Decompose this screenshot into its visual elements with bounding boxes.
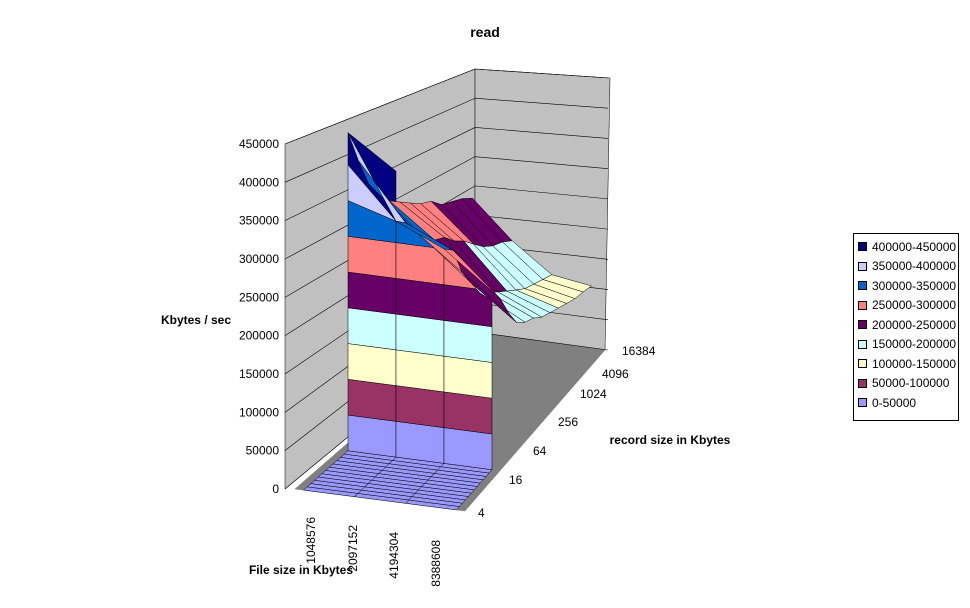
- y-tick-label: 16: [509, 473, 523, 487]
- z-tick-label: 100000: [239, 405, 279, 419]
- legend-item: 100000-150000: [858, 354, 958, 374]
- z-tick-label: 350000: [239, 214, 279, 228]
- legend-item: 250000-300000: [858, 296, 958, 316]
- legend-swatch: [858, 281, 867, 291]
- surface-wall-band: [443, 320, 493, 363]
- legend-item: 350000-400000: [858, 257, 958, 277]
- legend-label: 250000-300000: [872, 298, 957, 313]
- surface-wall-band: [347, 414, 397, 458]
- legend-item: 50000-100000: [858, 374, 958, 394]
- legend: 400000-450000 350000-400000 300000-350000 2…: [853, 233, 959, 421]
- surface-wall-band: [347, 343, 397, 386]
- z-tick-label: 200000: [239, 329, 279, 343]
- z-tick-label: 50000: [246, 444, 280, 458]
- legend-swatch: [858, 261, 867, 271]
- z-tick-label: 300000: [239, 252, 279, 266]
- gridline-back: [474, 185, 609, 200]
- surface-wall-band: [443, 391, 493, 435]
- legend-swatch: [858, 320, 867, 330]
- x-axis-label: File size in Kbytes: [249, 563, 353, 577]
- surface-cell: [443, 248, 501, 299]
- legend-label: 350000-400000: [872, 259, 957, 274]
- x-tick-label: 4194304: [387, 532, 401, 579]
- y-tick-label: 1024: [580, 387, 607, 401]
- chart-title: read: [470, 24, 500, 40]
- surface-wall-band: [347, 271, 397, 315]
- surface-wall-band: [395, 313, 445, 357]
- legend-label: 50000-100000: [872, 376, 950, 391]
- y-tick-label: 16384: [622, 344, 656, 358]
- surface-wall-band: [443, 427, 493, 470]
- legend-swatch: [858, 398, 867, 408]
- legend-swatch: [858, 300, 867, 310]
- gridline-left: [284, 97, 476, 183]
- surface-wall-band: [347, 236, 397, 279]
- gridline-left: [284, 68, 476, 145]
- y-axis-label: record size in Kbytes: [610, 433, 731, 447]
- z-tick-label: 400000: [239, 175, 279, 189]
- x-tick-label: 8388608: [429, 540, 443, 587]
- z-tick-label: 150000: [239, 367, 279, 381]
- legend-label: 300000-350000: [872, 278, 957, 293]
- x-tick-label: 2097152: [346, 525, 360, 572]
- gridline-back: [474, 331, 609, 351]
- z-tick-label: 250000: [239, 290, 279, 304]
- surface-wall-band: [395, 421, 445, 464]
- legend-item: 300000-350000: [858, 276, 958, 296]
- z-tick-label: 0: [272, 482, 279, 496]
- surface-wall-band: [347, 379, 397, 422]
- y-tick-label: 256: [558, 415, 578, 429]
- legend-swatch: [858, 359, 867, 369]
- legend-item: 200000-250000: [858, 315, 958, 335]
- surface-wall-band: [347, 307, 397, 351]
- x-tick-label: 1048576: [304, 517, 318, 564]
- surface-wall-band: [395, 385, 445, 428]
- y-tick-label: 4096: [602, 367, 629, 381]
- surface-wall-band: [443, 355, 493, 399]
- legend-swatch: [858, 242, 867, 252]
- gridline-back: [474, 214, 609, 230]
- legend-label: 400000-450000: [872, 239, 957, 254]
- gridline-back: [474, 68, 609, 79]
- y-tick-label: 64: [533, 444, 547, 458]
- legend-item: 0-50000: [858, 393, 958, 413]
- gridline-back: [474, 156, 609, 169]
- gridline-back: [474, 127, 609, 139]
- legend-item: 150000-200000: [858, 335, 958, 355]
- legend-label: 100000-150000: [872, 356, 957, 371]
- legend-label: 200000-250000: [872, 317, 957, 332]
- legend-label: 150000-200000: [872, 337, 957, 352]
- y-tick-label: 4: [478, 506, 485, 520]
- gridline-back: [474, 97, 609, 109]
- legend-item: 400000-450000: [858, 237, 958, 257]
- z-tick-label: 450000: [239, 137, 279, 151]
- legend-label: 0-50000: [872, 395, 917, 410]
- legend-swatch: [858, 378, 867, 388]
- z-axis-label: Kbytes / sec: [161, 313, 231, 327]
- legend-swatch: [858, 339, 867, 349]
- surface-wall-band: [395, 349, 445, 393]
- surface-wall-band: [395, 278, 445, 321]
